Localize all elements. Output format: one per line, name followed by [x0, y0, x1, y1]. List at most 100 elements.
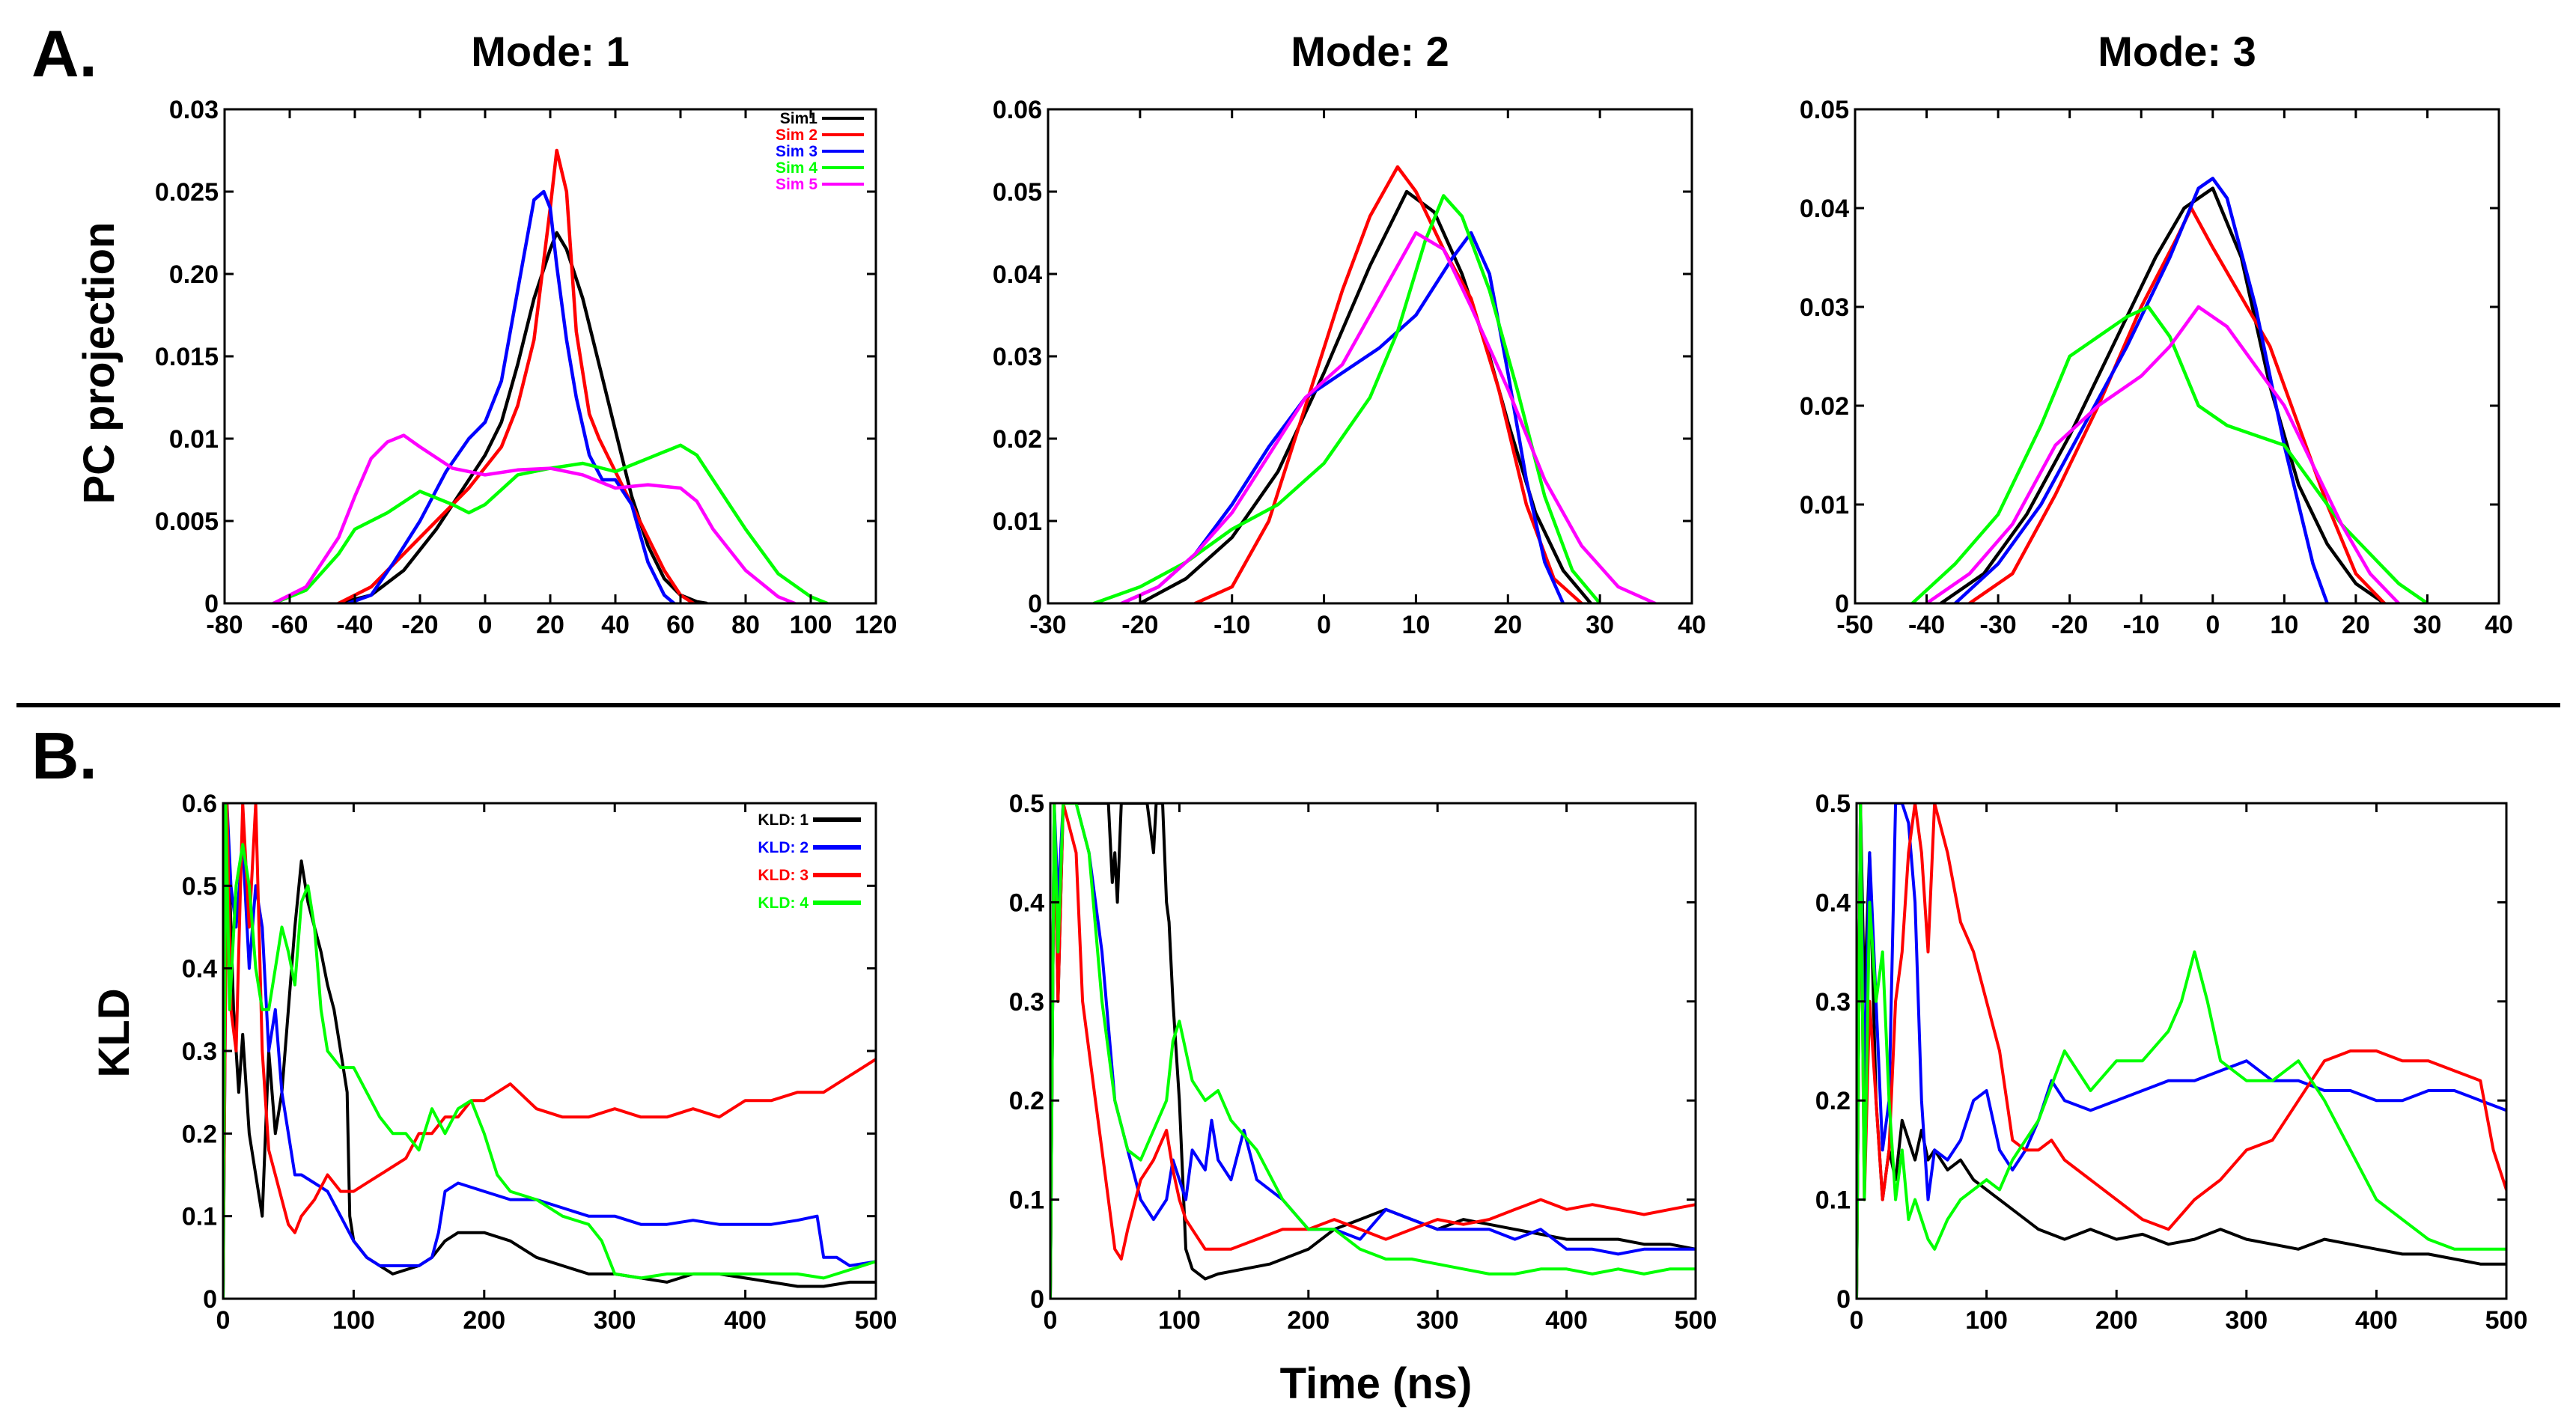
chart-a1: -80 -60 -40 -20 0 20 40 60 80 100 120 0 0.005 0.01 0.0… — [155, 28, 897, 639]
x-tick-label: 300 — [594, 1306, 636, 1335]
plot-frame — [1047, 108, 1693, 605]
x-tick-label: 80 — [731, 611, 760, 639]
series-line-sim-2 — [1193, 165, 1583, 603]
x-tick-label: -50 — [1836, 611, 1873, 639]
series-line-sim1 — [337, 231, 709, 603]
x-tick-label: 40 — [2485, 611, 2513, 639]
y-tick-label: 0.3 — [1815, 988, 1851, 1017]
x-tick-label: -20 — [2051, 611, 2088, 639]
chart-b1: 0 100 200 300 400 500 0 0.1 0.2 0.3 0.4 0.5 0.6 KLD: … — [182, 790, 898, 1335]
series-line-sim-5 — [272, 433, 797, 603]
y-tick-label: 0.005 — [155, 508, 219, 536]
x-tick-label: 20 — [2342, 611, 2370, 639]
x-tick-label: 30 — [2414, 611, 2442, 639]
x-tick-label: -30 — [1029, 611, 1066, 639]
x-tick-label: 20 — [1493, 611, 1522, 639]
y-axis-label-top: PC projection — [75, 222, 124, 504]
y-tick-label: 0.4 — [1009, 889, 1044, 917]
y-tick-label: 0.01 — [1800, 491, 1849, 519]
x-tick-label: -30 — [1980, 611, 2017, 639]
y-tick-label: 0 — [1836, 1285, 1851, 1314]
series-line-sim-2 — [337, 148, 695, 603]
series-line-kld-2 — [1050, 803, 1696, 1299]
x-tick-label: -10 — [2123, 611, 2160, 639]
plot-frame — [1854, 108, 2500, 605]
x-tick-label: 0 — [216, 1306, 231, 1335]
y-tick-label: 0 — [1028, 590, 1042, 618]
legend-label: Sim1 — [780, 110, 818, 127]
x-tick-label: 0 — [2205, 611, 2220, 639]
series-line-kld-3 — [1050, 803, 1696, 1299]
x-tick-label: 10 — [2270, 611, 2298, 639]
x-tick-label: -40 — [336, 611, 373, 639]
y-tick-label: 0.3 — [1009, 988, 1044, 1017]
series-line-sim1 — [1939, 186, 2387, 603]
y-tick-label: 0.04 — [993, 260, 1042, 289]
series-line-sim-2 — [1967, 206, 2387, 603]
y-tick-label: 0.03 — [1800, 293, 1849, 322]
y-tick-label: 0.1 — [1815, 1186, 1851, 1215]
series-line-kld-3 — [1857, 803, 2506, 1299]
legend-label: Sim 3 — [776, 143, 817, 160]
y-axis-label-bottom: KLD — [90, 988, 138, 1077]
y-tick-label: 0.01 — [169, 425, 219, 454]
x-tick-label: 0 — [478, 611, 493, 639]
legend: KLD: 1 KLD: 2 KLD: 3 KLD: 4 — [758, 811, 861, 912]
y-tick-label: 0.02 — [993, 425, 1042, 454]
chart-b3: 0 100 200 300 400 500 0 0.1 0.2 0.3 0.4 0.5 — [1815, 790, 2528, 1335]
series-line-kld-3 — [223, 803, 876, 1299]
x-tick-label: -60 — [271, 611, 308, 639]
series-line-kld-4 — [223, 803, 876, 1299]
series-line-kld-4 — [1857, 803, 2506, 1299]
legend-label: Sim 2 — [776, 127, 817, 144]
x-tick-label: 400 — [2355, 1306, 2398, 1335]
x-tick-label: 0 — [1044, 1306, 1058, 1335]
y-tick-label: 0.025 — [155, 178, 219, 207]
chart-a3: -50 -40 -30 -20 -10 0 10 20 30 40 0 0.01 0.02 0.03 0.0… — [1800, 28, 2513, 639]
y-tick-label: 0.1 — [1009, 1186, 1044, 1215]
x-tick-label: 10 — [1402, 611, 1431, 639]
y-tick-label: 0.05 — [1800, 96, 1849, 124]
y-tick-label: 0.5 — [1009, 790, 1044, 818]
y-tick-label: 0.5 — [1815, 790, 1851, 818]
chart-b2: 0 100 200 300 400 500 0 0.1 0.2 0.3 0.4 0.5 — [1009, 790, 1717, 1335]
y-tick-label: 0.2 — [1815, 1087, 1851, 1115]
x-tick-label: 200 — [1287, 1306, 1330, 1335]
x-tick-label: 0 — [1850, 1306, 1864, 1335]
x-tick-label: 40 — [1678, 611, 1706, 639]
x-tick-label: 200 — [463, 1306, 505, 1335]
panel-label-b: B. — [31, 719, 97, 793]
x-tick-label: 100 — [790, 611, 832, 639]
x-tick-label: 100 — [332, 1306, 375, 1335]
x-tick-label: 500 — [855, 1306, 898, 1335]
series-line-sim-5 — [1120, 231, 1657, 603]
series-line-kld-1 — [1050, 803, 1696, 1299]
x-tick-label: 300 — [2225, 1306, 2268, 1335]
y-tick-label: 0.3 — [182, 1037, 217, 1066]
x-tick-label: 500 — [2485, 1306, 2528, 1335]
y-tick-label: 0.02 — [1800, 392, 1849, 421]
panel-label-a: A. — [31, 16, 97, 91]
x-tick-label: 100 — [1158, 1306, 1201, 1335]
x-tick-label: 0 — [1317, 611, 1331, 639]
y-tick-label: 0.03 — [993, 343, 1042, 371]
plot-frame — [1855, 802, 2508, 1300]
charts-layer: -80 -60 -40 -20 0 20 40 60 80 100 12000.0050.010.0… — [155, 28, 2527, 1335]
chart-a2: -30 -20 -10 0 10 20 30 40 0 0.01 0.02 0.03 0.04 0.05 0… — [993, 28, 1706, 639]
x-axis-label-bottom: Time (ns) — [1280, 1359, 1473, 1408]
y-tick-label: 0.06 — [993, 96, 1042, 124]
series-line-sim-5 — [1925, 305, 2401, 603]
legend-label: Sim 5 — [776, 176, 817, 193]
x-tick-label: 120 — [855, 611, 898, 639]
plot-frame — [1049, 802, 1697, 1300]
legend-label: KLD: 3 — [758, 867, 809, 884]
x-tick-label: 60 — [666, 611, 695, 639]
x-tick-label: 400 — [724, 1306, 767, 1335]
legend-label: KLD: 2 — [758, 839, 809, 856]
y-tick-label: 0 — [204, 590, 219, 618]
y-tick-label: 0.05 — [993, 178, 1042, 207]
y-tick-label: 0.4 — [182, 955, 217, 984]
y-tick-label: 0 — [1835, 590, 1849, 618]
